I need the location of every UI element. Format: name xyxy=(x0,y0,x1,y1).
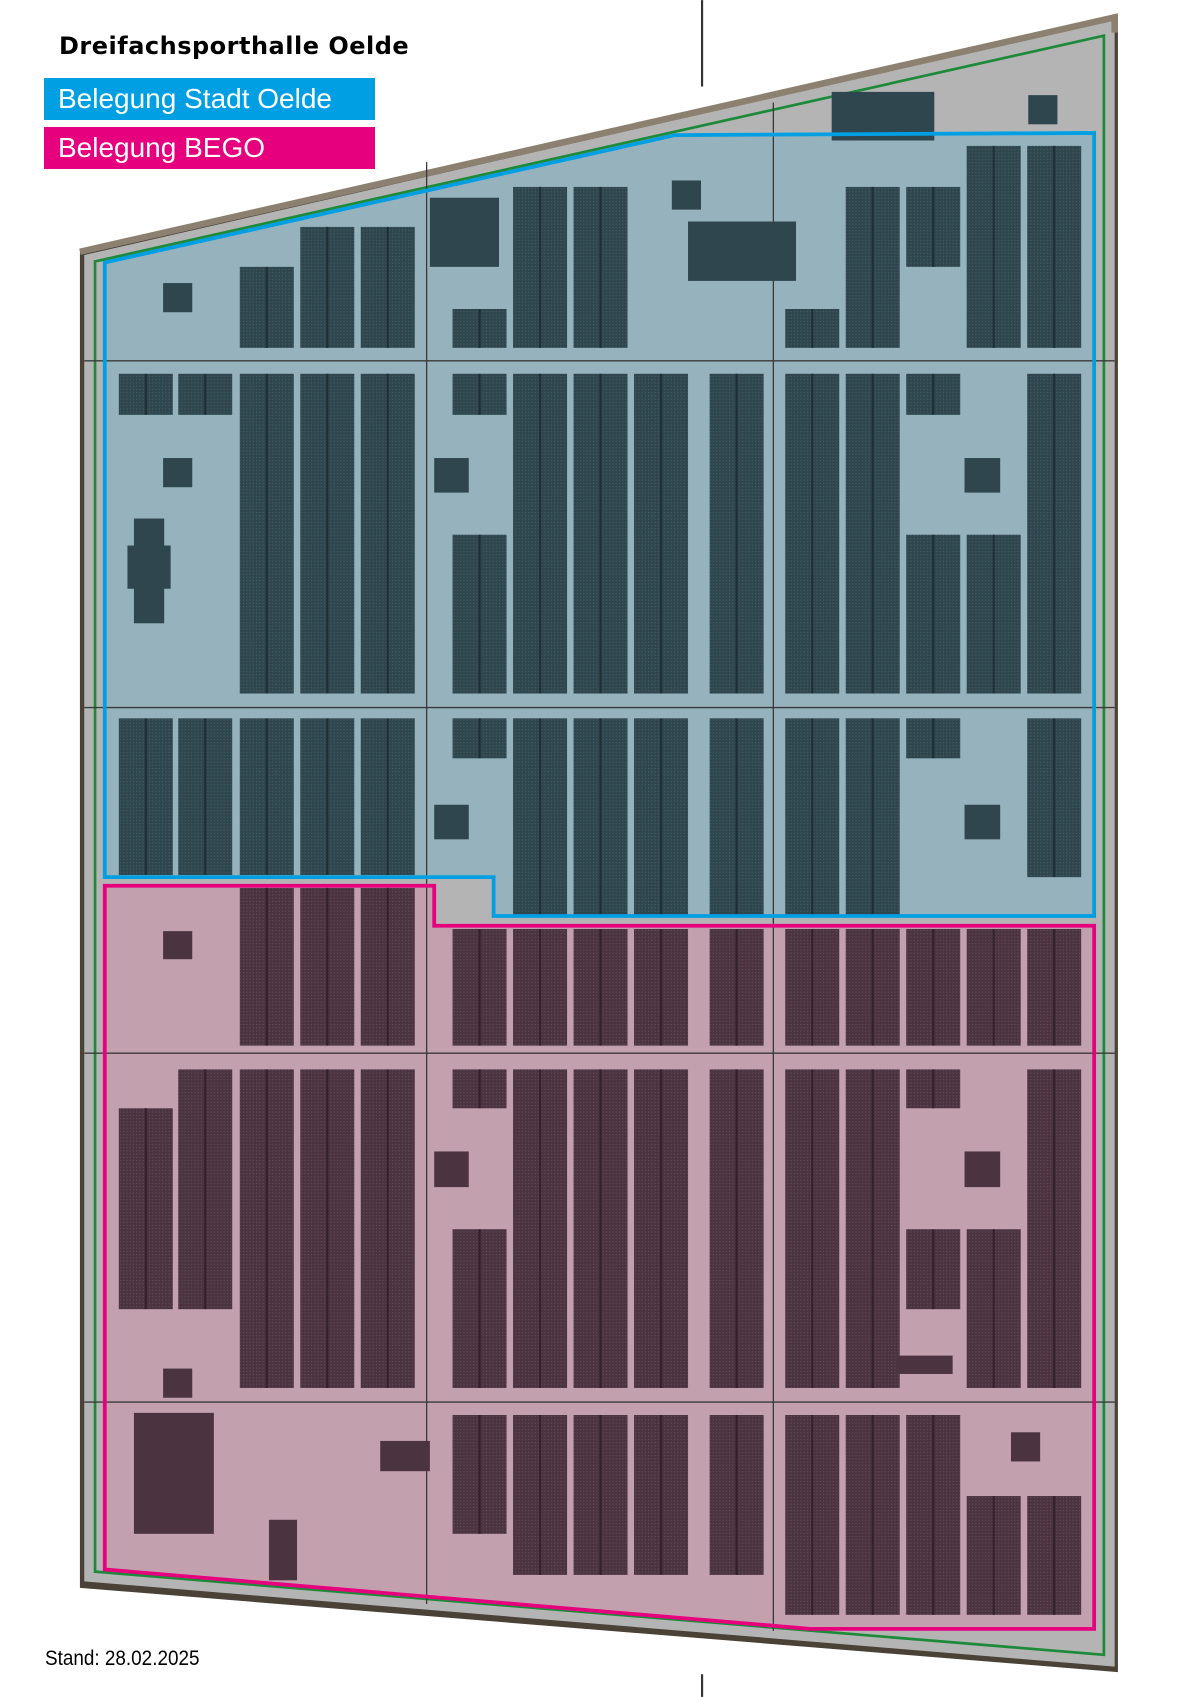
roof-fixture xyxy=(429,197,500,267)
boundary-line-green xyxy=(93,34,1106,1657)
legend-stadt-oelde: Belegung Stadt Oelde xyxy=(44,78,375,120)
roof-fixture xyxy=(964,804,1001,840)
pv-modules xyxy=(118,91,1082,1615)
roof-fixture xyxy=(1010,1432,1041,1462)
roof-fixture xyxy=(964,458,1001,493)
roof-fixture xyxy=(671,180,701,210)
roof-section-lines xyxy=(84,102,1115,1632)
roof-fixture xyxy=(964,1151,1001,1188)
roof-fixture xyxy=(434,804,469,840)
roof-edge-top xyxy=(79,13,1118,255)
roof-fixture xyxy=(163,931,193,960)
rooftop-unit xyxy=(896,1355,953,1374)
rooftop-unit xyxy=(127,545,171,589)
roof-fixture xyxy=(163,283,193,313)
rooftop-unit xyxy=(268,1519,298,1581)
roof-fixture xyxy=(434,458,469,493)
date-stamp: Stand: 28.02.2025 xyxy=(45,1647,200,1670)
roof-fixture xyxy=(1028,95,1058,125)
rooftop-unit xyxy=(133,1412,214,1534)
page-title: Dreifachsporthalle Oelde xyxy=(59,32,410,60)
legend-bego: Belegung BEGO xyxy=(44,127,375,169)
area-bego-border xyxy=(102,883,1097,1631)
area-stadt-oelde-border xyxy=(102,131,1097,918)
rooftop-unit xyxy=(380,1440,430,1472)
rooftop-unit xyxy=(688,221,797,281)
roof-fixture xyxy=(434,1151,469,1188)
roof-fixture xyxy=(163,1368,193,1398)
roof-fixture xyxy=(163,458,193,488)
